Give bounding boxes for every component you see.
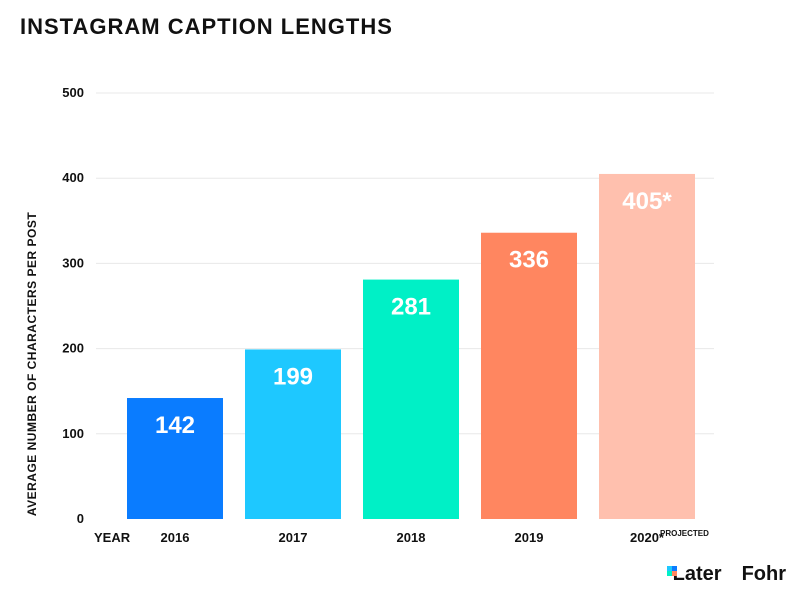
bar-value-label: 405* bbox=[622, 188, 672, 215]
later-pixel-icon bbox=[666, 566, 672, 571]
bar-value-label: 281 bbox=[391, 294, 431, 321]
chart-title: INSTAGRAM CAPTION LENGTHS bbox=[20, 14, 393, 39]
y-tick-label: 500 bbox=[62, 85, 84, 100]
x-tick-label: 2020* bbox=[630, 530, 665, 545]
later-logo: Later bbox=[666, 563, 722, 586]
y-tick-label: 200 bbox=[62, 341, 84, 356]
bar-value-label: 336 bbox=[509, 247, 549, 274]
y-tick-label: 100 bbox=[62, 426, 84, 441]
brand-logos: Later Fohr bbox=[666, 563, 786, 586]
bar-2020 bbox=[599, 173, 695, 519]
y-tick-label: 400 bbox=[62, 170, 84, 185]
y-axis-label: AVERAGE NUMBER OF CHARACTERS PER POST bbox=[25, 212, 39, 516]
y-axis-ticks: 0 100 200 300 400 500 bbox=[62, 85, 84, 526]
bars bbox=[127, 173, 695, 519]
x-tick-label: 2019 bbox=[515, 530, 544, 545]
bar-2016 bbox=[127, 398, 223, 519]
later-logo-text: Later bbox=[672, 563, 722, 585]
x-tick-label: 2016 bbox=[161, 530, 190, 545]
x-tick-label: 2018 bbox=[397, 530, 426, 545]
x-axis-ticks: 2016 2017 2018 2019 2020* bbox=[161, 530, 665, 545]
projected-footnote: PROJECTED bbox=[660, 529, 709, 538]
bar-2019 bbox=[481, 232, 577, 519]
bar-value-label: 142 bbox=[155, 412, 195, 439]
x-axis-label: YEAR bbox=[94, 530, 131, 545]
bar-value-label: 199 bbox=[273, 363, 313, 390]
y-tick-label: 300 bbox=[62, 255, 84, 270]
fohr-logo: Fohr bbox=[741, 563, 786, 585]
y-tick-label: 0 bbox=[77, 511, 84, 526]
bar-2017 bbox=[245, 349, 341, 519]
bar-2018 bbox=[363, 279, 459, 519]
x-tick-label: 2017 bbox=[279, 530, 308, 545]
value-labels: 142 199 281 336 405* bbox=[155, 188, 672, 439]
